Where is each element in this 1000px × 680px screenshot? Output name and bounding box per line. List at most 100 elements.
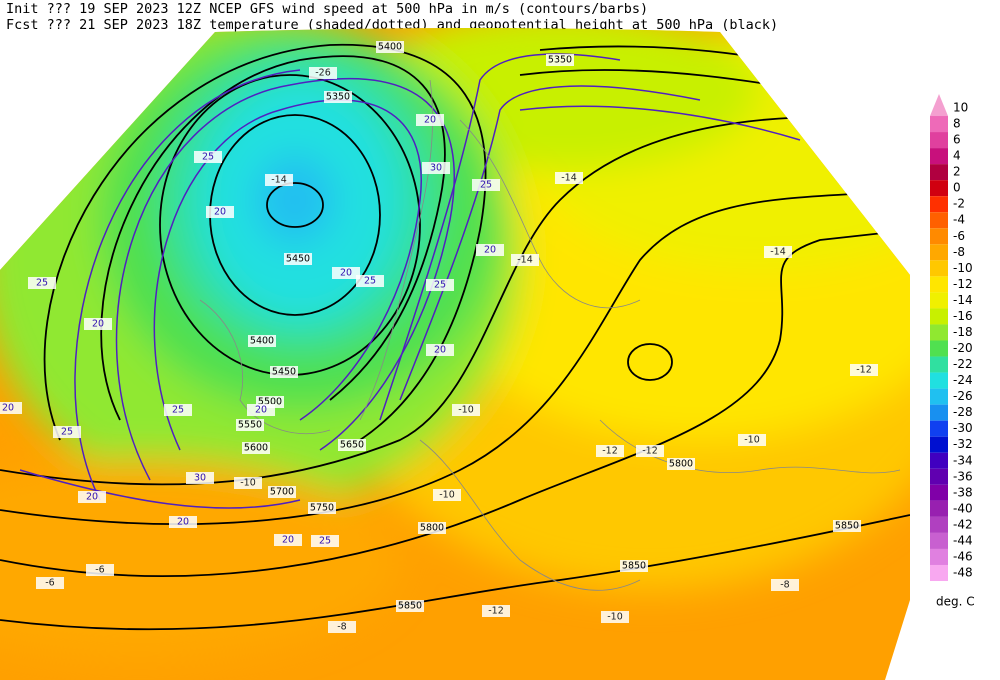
label-box [78, 491, 106, 503]
wind-label: 30 [194, 473, 206, 484]
height-label: 5500 [258, 397, 282, 408]
label-box [36, 577, 64, 589]
label-box [426, 344, 454, 356]
temperature-label: -6 [45, 578, 54, 589]
colorbar-label: -20 [953, 341, 973, 355]
colorbar-swatch [930, 468, 948, 485]
height-label: 5400 [378, 42, 402, 53]
colorbar-label: -26 [953, 389, 973, 403]
height-label: 5850 [398, 601, 422, 612]
height-label: 5400 [250, 336, 274, 347]
label-box [511, 254, 539, 266]
colorbar-label: 0 [953, 181, 961, 195]
label-box [206, 206, 234, 218]
colorbar-swatch [930, 164, 948, 181]
colorbar-swatch [930, 548, 948, 565]
temperature-label: -10 [439, 490, 455, 501]
height-label: 5450 [272, 367, 296, 378]
colorbar-label: -10 [953, 261, 973, 275]
wind-label: 20 [177, 517, 189, 528]
colorbar-label: -36 [953, 469, 973, 483]
temperature-label: -26 [315, 68, 331, 79]
label-box [308, 502, 336, 514]
label-box [248, 335, 276, 347]
label-box [270, 366, 298, 378]
colorbar-swatch [930, 420, 948, 437]
wind-label: 20 [484, 245, 496, 256]
colorbar-swatch [930, 116, 948, 133]
colorbar-swatch [930, 564, 948, 582]
label-box [433, 489, 461, 501]
label-box [234, 477, 262, 489]
height-label: 5800 [669, 459, 693, 470]
label-box [28, 277, 56, 289]
label-box [636, 445, 664, 457]
colorbar-swatch [930, 436, 948, 453]
colorbar-swatch [930, 260, 948, 277]
height-label: 5850 [622, 561, 646, 572]
wind-label: 20 [255, 405, 267, 416]
colorbar-label: 4 [953, 149, 961, 163]
temperature-label: -10 [607, 612, 623, 623]
label-box [771, 579, 799, 591]
colorbar-unit: deg. C [936, 595, 975, 609]
temperature-label: -14 [561, 173, 577, 184]
wind-label: 20 [2, 403, 14, 414]
colorbar-label: -38 [953, 485, 973, 499]
label-box [850, 364, 878, 376]
temperature-label: -12 [642, 446, 658, 457]
wind-label: 20 [340, 268, 352, 279]
label-box [164, 404, 192, 416]
label-box [236, 419, 264, 431]
colorbar-swatch [930, 180, 948, 197]
label-box [311, 535, 339, 547]
label-box [274, 534, 302, 546]
colorbar-swatch [930, 356, 948, 373]
colorbar-label: 2 [953, 165, 961, 179]
temperature-label: -12 [856, 365, 872, 376]
height-label: 5850 [835, 521, 859, 532]
height-label: 5600 [244, 443, 268, 454]
temperature-label: -8 [780, 580, 789, 591]
label-box [422, 162, 450, 174]
colorbar-label: -28 [953, 405, 973, 419]
label-box [309, 67, 337, 79]
wind-label: 30 [430, 163, 442, 174]
colorbar-swatch [930, 372, 948, 389]
label-box [268, 486, 296, 498]
label-box [324, 91, 352, 103]
wind-label: 20 [86, 492, 98, 503]
colorbar-label: -40 [953, 501, 973, 515]
colorbar-label: -16 [953, 309, 973, 323]
wind-label: 25 [202, 152, 214, 163]
label-box [426, 279, 454, 291]
label-box [186, 472, 214, 484]
header-line-1: Init ??? 19 SEP 2023 12Z NCEP GFS wind s… [6, 1, 648, 17]
temperature-label: -12 [488, 606, 504, 617]
colorbar-label: 6 [953, 133, 961, 147]
label-box [247, 404, 275, 416]
colorbar-swatch [930, 484, 948, 501]
colorbar-swatch [930, 212, 948, 229]
label-box [328, 621, 356, 633]
colorbar-swatch [930, 228, 948, 245]
height-label: 5350 [548, 55, 572, 66]
wind-label: 25 [480, 180, 492, 191]
label-box [764, 246, 792, 258]
colorbar-label: -12 [953, 277, 973, 291]
temperature-label: -10 [240, 478, 256, 489]
colorbar-label: -4 [953, 213, 965, 227]
temperature-label: -6 [95, 565, 104, 576]
colorbar-swatch [930, 244, 948, 261]
colorbar-arrow [930, 93, 948, 117]
colorbar-swatch [930, 516, 948, 533]
colorbar-swatch [930, 404, 948, 421]
label-box [555, 172, 583, 184]
label-box [84, 318, 112, 330]
colorbar-swatch [930, 196, 948, 213]
wind-label: 20 [282, 535, 294, 546]
temperature-label: -12 [602, 446, 618, 457]
colorbar-label: -8 [953, 245, 965, 259]
height-label: 5750 [310, 503, 334, 514]
